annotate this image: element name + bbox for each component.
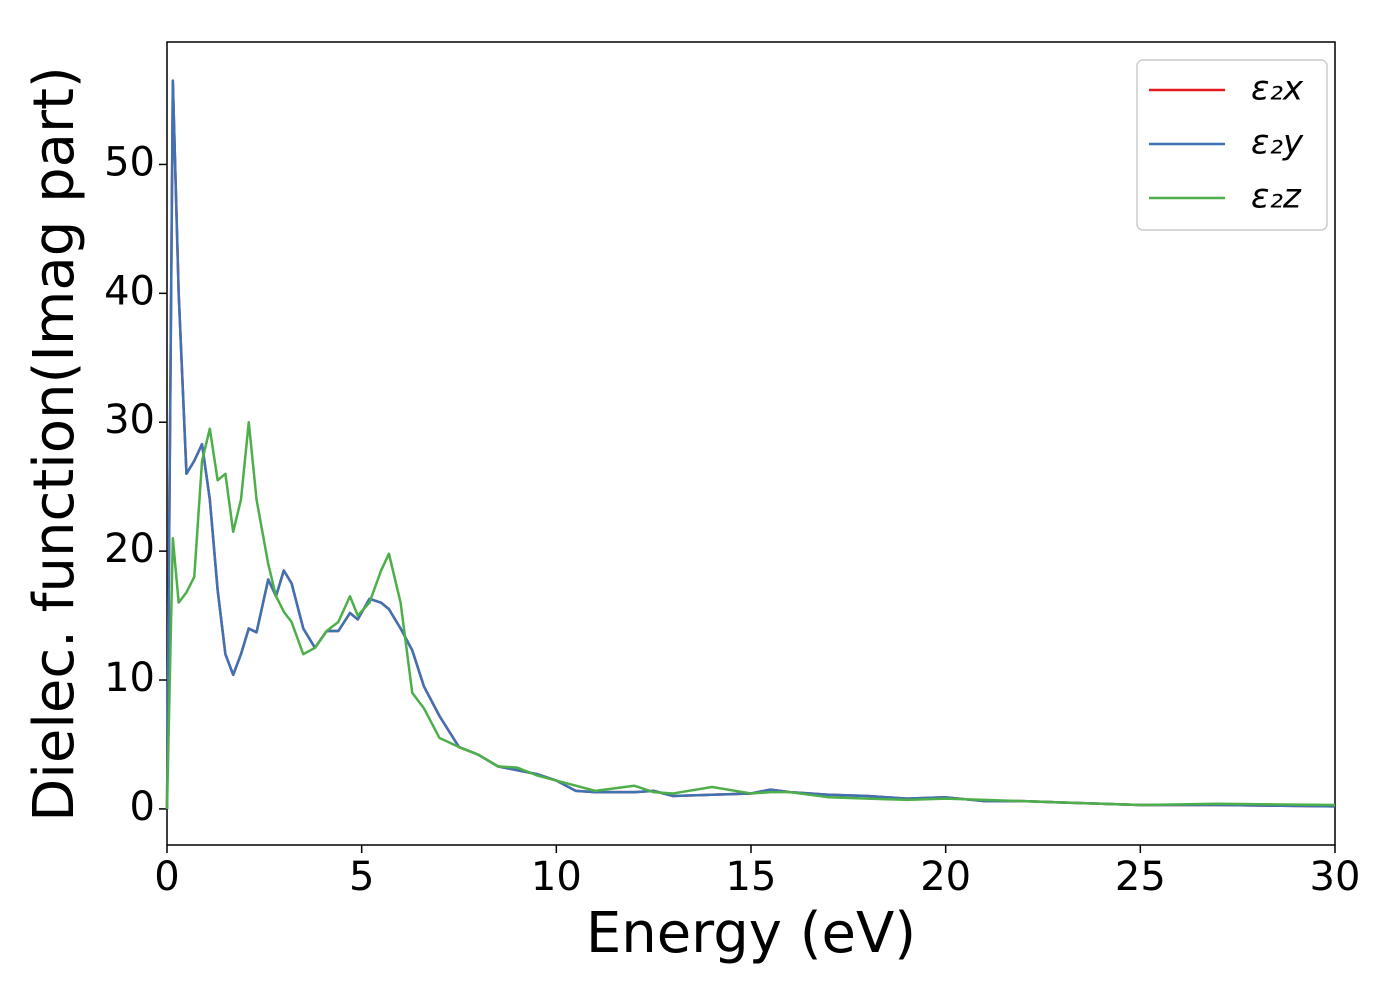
x-tick-label: 0 [154,854,179,900]
x-tick-label: 5 [349,854,374,900]
legend-label: ε₂x [1251,69,1304,109]
legend-label: ε₂z [1251,177,1302,217]
x-tick-label: 30 [1310,854,1361,900]
y-tick-label: 10 [104,655,155,701]
legend-box [1136,59,1328,231]
series-line [165,79,1336,809]
legend-label: ε₂y [1251,123,1304,163]
y-tick-label: 20 [104,526,155,572]
x-tick-label: 15 [726,854,777,900]
y-tick-label: 40 [104,268,155,314]
x-tick-label: 20 [920,854,971,900]
series-line [165,420,1336,809]
x-tick-label: 25 [1115,854,1166,900]
y-tick-label: 0 [130,784,155,830]
x-axis-label: Energy (eV) [586,901,916,966]
x-tick-label: 10 [531,854,582,900]
y-tick-label: 50 [104,139,155,185]
y-tick-label: 30 [104,397,155,443]
y-axis-label: Dielec. function(Imag part) [22,66,87,822]
